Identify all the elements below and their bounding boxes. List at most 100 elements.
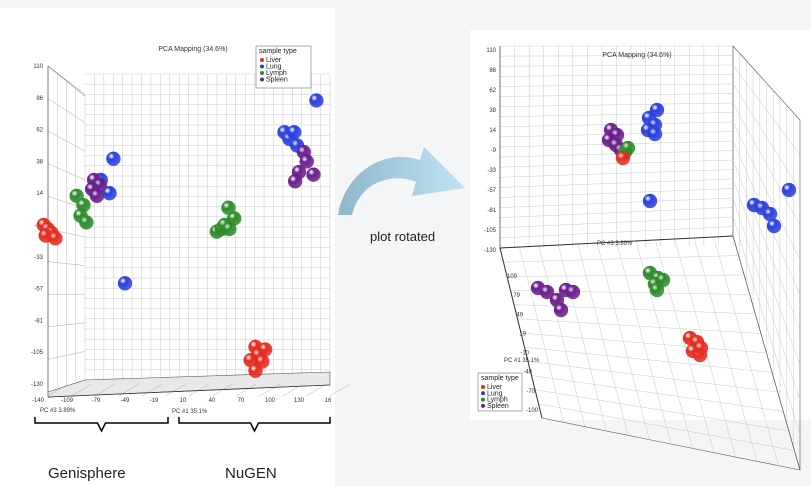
y-tick-label: 62 <box>36 128 43 134</box>
rotate-arrow <box>338 147 465 215</box>
left-chart: 11086623814-10-33-57-81-105-130-140-109-… <box>31 45 351 415</box>
legend-marker <box>481 397 485 402</box>
grid-line <box>732 102 801 226</box>
grid-line <box>732 64 801 156</box>
grid-line <box>141 383 163 397</box>
grid-line <box>499 159 734 168</box>
data-point-spleen <box>299 154 314 169</box>
legend-marker <box>481 391 485 396</box>
x-tick-label: -19 <box>150 398 159 404</box>
axis-line <box>47 384 331 398</box>
grid-line <box>499 216 734 229</box>
data-point-lung <box>309 93 324 108</box>
y-tick-label: -105 <box>31 350 44 356</box>
x-tick-label: 16 <box>325 398 332 404</box>
grid-line <box>503 255 739 263</box>
grid-line <box>165 383 186 397</box>
grid-line <box>732 121 801 261</box>
z-tick-label: -100 <box>526 408 539 414</box>
grid-line <box>212 383 233 397</box>
grid-line <box>499 207 734 218</box>
x-tick-label: -109 <box>61 398 74 404</box>
data-point <box>553 302 569 318</box>
grid-line <box>499 121 734 128</box>
z-tick-label: -10 <box>520 351 529 357</box>
grid-line <box>188 383 210 397</box>
grid-line <box>499 83 734 87</box>
data-point-liver <box>248 363 263 378</box>
x-tick-label: 40 <box>209 398 216 404</box>
data-point <box>615 150 631 166</box>
y-tick-label: -33 <box>487 168 496 174</box>
x-tick-label: 70 <box>238 398 245 404</box>
grid-line <box>235 383 257 397</box>
legend-entry: Liver <box>487 384 503 391</box>
data-point-lung <box>117 276 133 291</box>
grid-line <box>259 383 280 397</box>
grid-line <box>513 304 756 315</box>
legend-entry: Spleen <box>266 77 288 84</box>
data-point-spleen <box>287 174 303 189</box>
data-point <box>565 284 581 300</box>
legend-entry: Liver <box>266 57 282 64</box>
grid-line <box>499 112 734 117</box>
data-point-lymph <box>221 200 236 215</box>
data-point-spleen <box>89 188 105 204</box>
legend-title: sample type <box>481 375 519 382</box>
data-point <box>649 282 665 298</box>
x-tick-label: -79 <box>92 398 101 404</box>
brace-genisphere <box>34 417 169 433</box>
data-point-spleen <box>306 167 321 182</box>
legend-marker <box>481 385 485 389</box>
grid-line <box>499 93 734 97</box>
grid-line <box>732 178 801 366</box>
z-axis-label: PC #3 3.89% <box>597 241 633 247</box>
y-tick-label: -105 <box>484 228 497 234</box>
z-tick-label: 49 <box>516 312 523 318</box>
x-tick-label: 10 <box>180 398 187 404</box>
data-point-lung <box>286 125 302 140</box>
arrow-caption: plot rotated <box>370 229 436 244</box>
grid-line <box>306 383 327 397</box>
y-tick-label: 86 <box>36 96 43 102</box>
grid-line <box>506 274 745 277</box>
grid-line <box>499 64 734 67</box>
grid-line <box>94 383 116 397</box>
grid-line <box>531 375 784 412</box>
x-tick-label: -49 <box>121 398 130 404</box>
legend-marker <box>260 71 264 75</box>
data-point <box>647 126 663 142</box>
y-tick-label: -33 <box>34 255 43 261</box>
legend-marker <box>481 403 485 408</box>
z-axis-label: PC #3 3.89% <box>40 408 76 414</box>
y-tick-label: -130 <box>484 248 497 254</box>
nugen-label: NuGEN <box>225 465 277 482</box>
y-tick-label: -9 <box>491 148 497 154</box>
data-point-liver <box>48 231 63 246</box>
x-axis-label: PC #1 35.1% <box>172 409 208 415</box>
y-tick-label: 86 <box>489 68 496 74</box>
data-point-lymph <box>79 215 94 230</box>
y-tick-label: -81 <box>34 318 43 324</box>
x-tick-label: 100 <box>265 398 276 404</box>
brace-nugen <box>178 417 331 433</box>
legend-marker <box>260 58 264 62</box>
y-tick-label: -57 <box>487 188 496 194</box>
data-point <box>693 340 709 356</box>
z-tick-label: 79 <box>513 293 520 299</box>
x-tick-label: 130 <box>294 398 305 404</box>
legend-entry: Lymph <box>487 397 508 404</box>
y-tick-label: 110 <box>33 64 43 70</box>
axis-line <box>499 247 543 419</box>
right-chart: 110 86 62 38 14 -9 -33 -57 -81 -105 -130 109 79 49 19 -… <box>477 45 801 471</box>
grid-line <box>499 55 734 57</box>
legend-marker <box>260 64 264 69</box>
grid-line <box>71 383 92 397</box>
grid-line <box>534 389 789 432</box>
grid-line <box>499 169 734 178</box>
legend-title: sample type <box>259 48 297 55</box>
data-point <box>539 284 555 300</box>
